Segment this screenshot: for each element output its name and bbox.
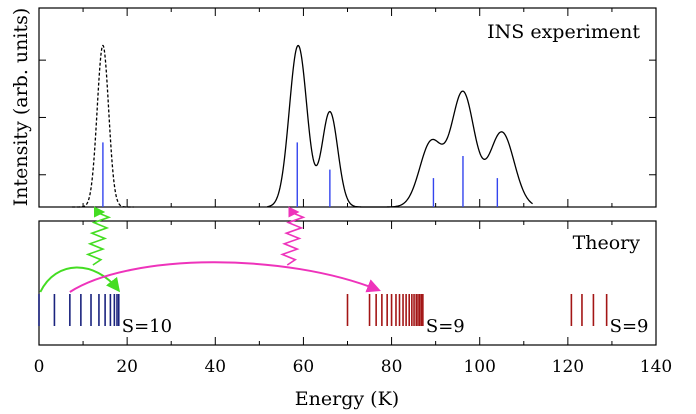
x-tick-label: 80 (381, 357, 403, 377)
transition-arrows (39, 261, 381, 293)
y-axis-title: Intensity (arb. units) (10, 8, 32, 207)
ins-panel-title: INS experiment (487, 21, 640, 43)
transition-arrow (39, 266, 121, 293)
transition-arrow (69, 261, 381, 293)
ins-panel: INS experiment (38, 7, 657, 208)
wavy-arrow (280, 206, 306, 266)
x-tick-label: 20 (116, 357, 138, 377)
ins-curves (72, 44, 533, 208)
x-tick-label: 140 (640, 357, 672, 377)
spin-label: S=10 (122, 316, 172, 337)
theory-panel-ticks (38, 221, 657, 345)
intensity-curve (267, 44, 533, 208)
x-tick-label: 60 (293, 357, 315, 377)
intensity-curve (72, 44, 134, 208)
x-tick-label: 0 (34, 357, 45, 377)
wavy-arrows (85, 206, 306, 266)
ins-sticks (102, 142, 499, 207)
x-axis-title: Energy (K) (295, 388, 399, 410)
x-tick-label: 100 (463, 357, 495, 377)
spin-labels: S=10 S=9 S=9 (122, 316, 649, 337)
theory-panel-title: Theory (573, 232, 641, 254)
theory-panel: S=10 S=9 S=9 Theory (38, 220, 657, 346)
x-tick-label: 120 (552, 357, 584, 377)
energy-levels (38, 294, 608, 326)
spin-label: S=9 (426, 316, 465, 337)
ins-panel-ticks (38, 8, 657, 207)
x-tick-label: 40 (204, 357, 226, 377)
x-tick-labels: 0 20 40 60 80 100 120 140 (34, 357, 673, 377)
spin-label: S=9 (610, 316, 649, 337)
wavy-arrow (85, 206, 112, 266)
